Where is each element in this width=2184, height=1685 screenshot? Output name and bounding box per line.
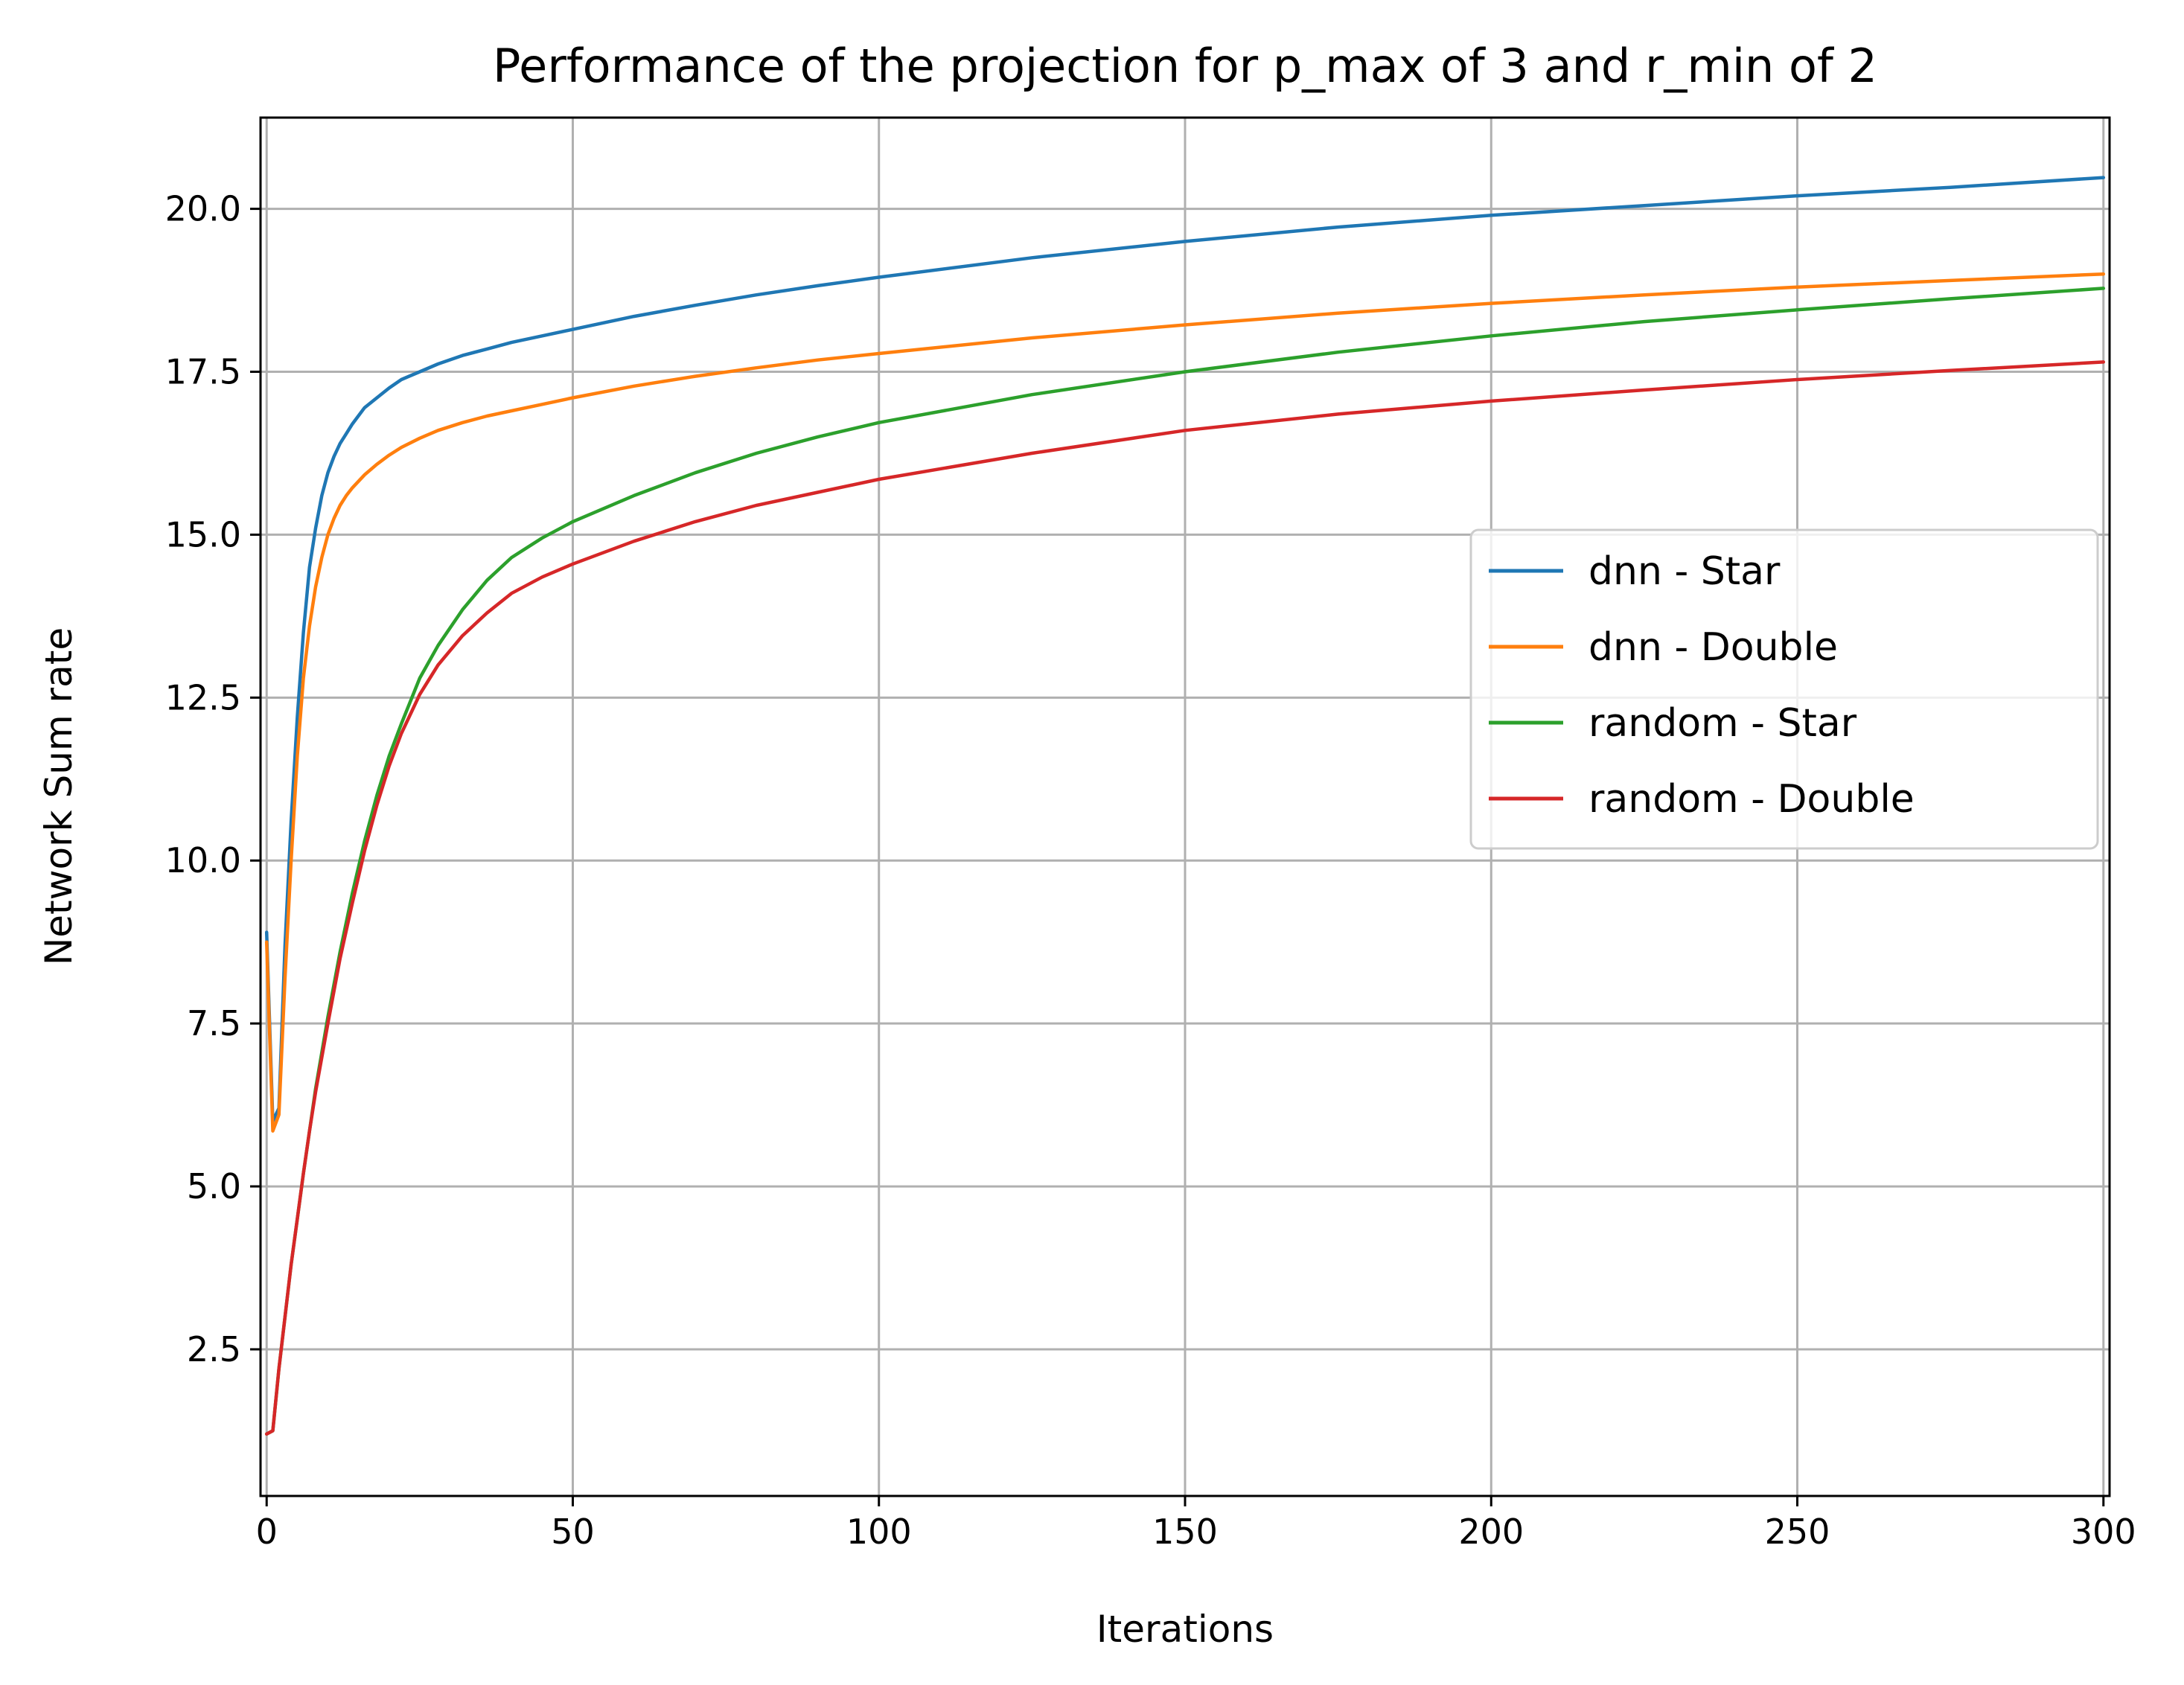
- legend: dnn - Star dnn - Double random - Star rando…: [1469, 528, 2099, 850]
- x-tick-label: 0: [256, 1512, 278, 1552]
- y-tick-label: 2.5: [187, 1329, 241, 1369]
- x-tick-label: 50: [551, 1512, 595, 1552]
- y-tick-label: 10.0: [165, 840, 241, 880]
- x-tick-label: 300: [2071, 1512, 2136, 1552]
- y-tick-label: 15.0: [165, 514, 241, 554]
- legend-entry: random - Double: [1588, 777, 1915, 822]
- y-tick-label: 17.5: [165, 352, 241, 392]
- chart-title: Performance of the projection for p_max …: [493, 39, 1877, 93]
- series-line-3: [264, 360, 2106, 1436]
- y-tick-label: 7.5: [187, 1003, 241, 1043]
- y-tick-label: 20.0: [165, 189, 241, 229]
- legend-entry: dnn - Double: [1588, 625, 1838, 670]
- legend-entry: random - Star: [1588, 701, 1857, 746]
- y-tick-label: 12.5: [165, 677, 241, 717]
- axis-ticks: 0 50 100 150 200 250 300 2.5 5.0 7.5 10.0 12.5 15.0 1…: [165, 189, 2136, 1552]
- y-axis-label: Network Sum rate: [37, 627, 80, 965]
- legend-box: [1469, 528, 2099, 850]
- series-line-1: [264, 272, 2106, 1133]
- y-tick-label: 5.0: [187, 1166, 241, 1206]
- x-tick-label: 200: [1458, 1512, 1524, 1552]
- series-lines: [264, 176, 2106, 1436]
- x-tick-label: 150: [1152, 1512, 1218, 1552]
- series-line-0: [264, 176, 2106, 1123]
- x-axis-label: Iterations: [1096, 1608, 1274, 1651]
- x-tick-label: 250: [1765, 1512, 1830, 1552]
- x-tick-label: 100: [846, 1512, 912, 1552]
- legend-entry: dnn - Star: [1588, 549, 1781, 594]
